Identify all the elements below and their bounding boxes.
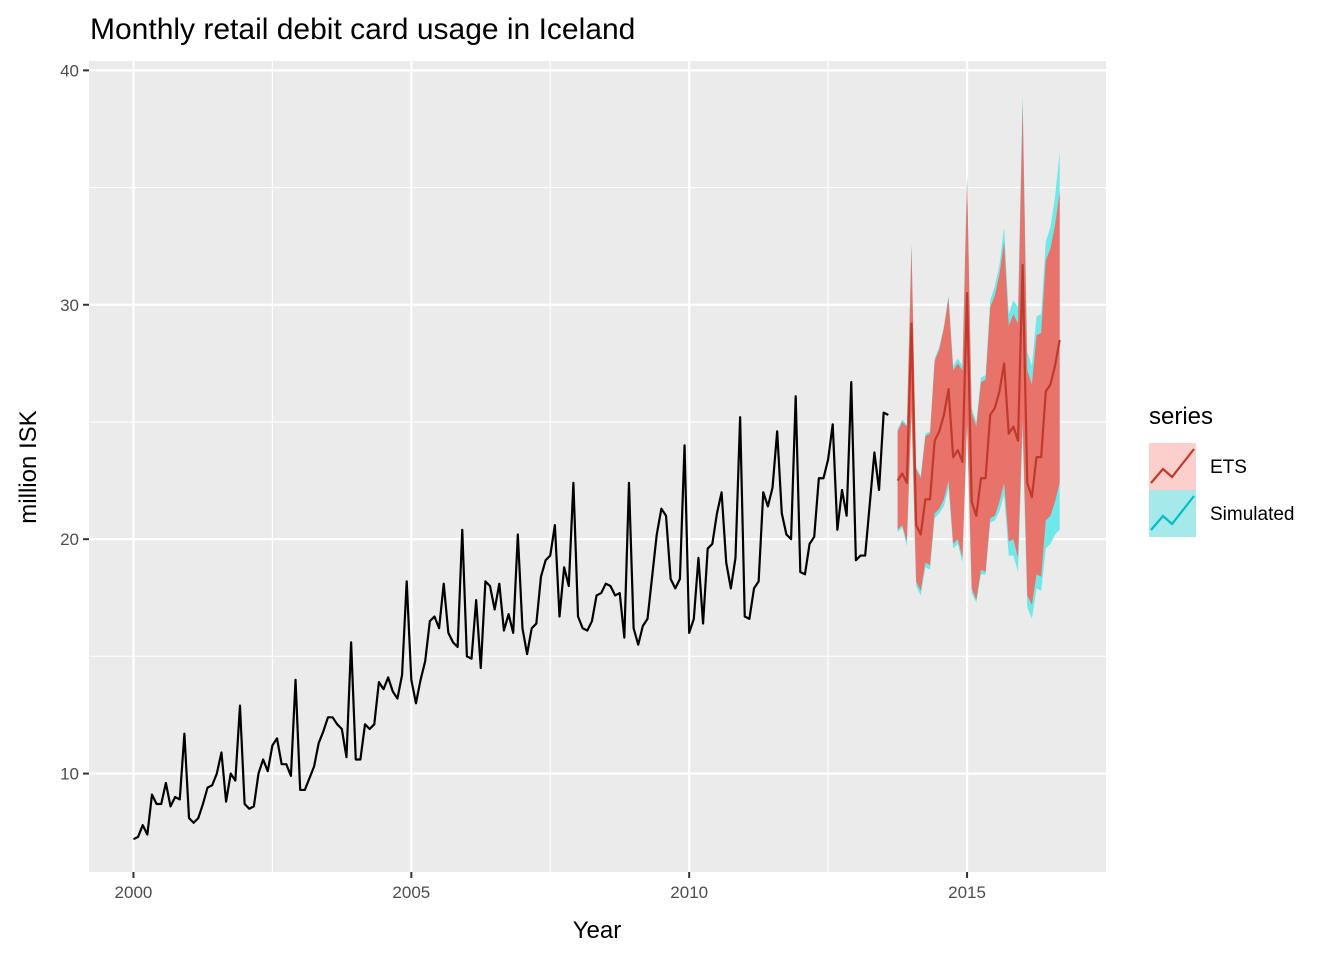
legend-key-fill xyxy=(1149,490,1196,537)
x-axis-title: Year xyxy=(573,917,622,944)
legend-keys: ETS Simulated xyxy=(1149,443,1295,537)
history-line xyxy=(132,381,889,841)
y-tick-label: 20 xyxy=(60,530,79,549)
y-axis-title: million ISK xyxy=(15,410,42,523)
ets-forecast-line xyxy=(896,263,1061,536)
x-axis: 2000 2005 2010 2015 xyxy=(115,872,986,902)
y-axis: 10 20 30 40 xyxy=(60,61,89,784)
legend-key-line xyxy=(1150,495,1195,531)
x-tick-label: 2000 xyxy=(115,883,153,902)
chart-title: Monthly retail debit card usage in Icela… xyxy=(90,13,635,46)
x-tick-label: 2015 xyxy=(948,883,986,902)
legend-title: series xyxy=(1149,403,1213,430)
legend-key-fill xyxy=(1149,443,1196,490)
x-tick-label: 2005 xyxy=(392,883,430,902)
ets-band xyxy=(897,103,1060,605)
series-lines xyxy=(132,263,1061,841)
y-tick-label: 10 xyxy=(60,765,79,784)
grid-minor xyxy=(89,61,1106,872)
legend: series ETS Simulated xyxy=(1149,403,1295,537)
forecast-bands xyxy=(897,93,1060,619)
y-tick-label: 40 xyxy=(60,61,79,80)
legend-label: ETS xyxy=(1210,457,1247,478)
x-tick-label: 2010 xyxy=(670,883,708,902)
legend-label: Simulated xyxy=(1210,504,1295,525)
legend-key-line xyxy=(1150,448,1195,484)
y-tick-label: 30 xyxy=(60,296,79,315)
